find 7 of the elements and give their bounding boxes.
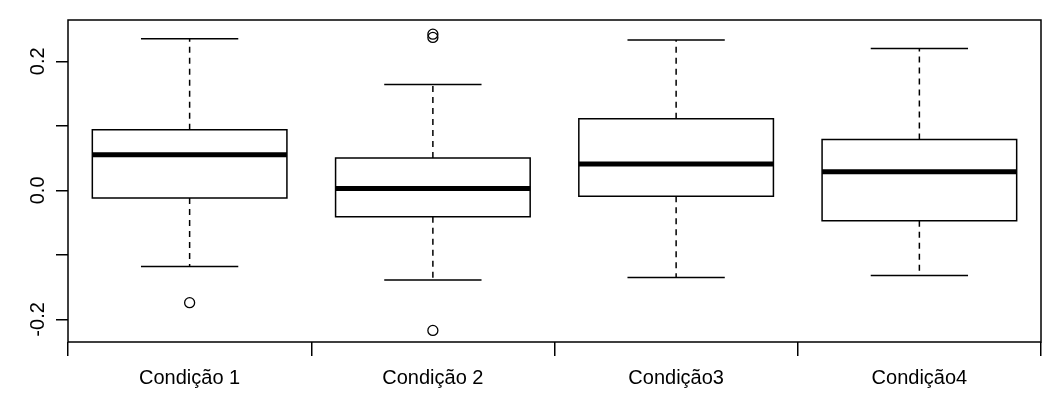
y-tick-label: 0.0 — [25, 176, 48, 205]
y-tick-label: 0.2 — [25, 47, 48, 76]
x-tick-label: Condição3 — [628, 365, 724, 388]
y-tick-label: -0.2 — [25, 302, 48, 337]
x-tick-label: Condição 2 — [382, 365, 484, 388]
x-tick-label: Condição 1 — [139, 365, 241, 388]
x-tick-label: Condição4 — [871, 365, 968, 388]
